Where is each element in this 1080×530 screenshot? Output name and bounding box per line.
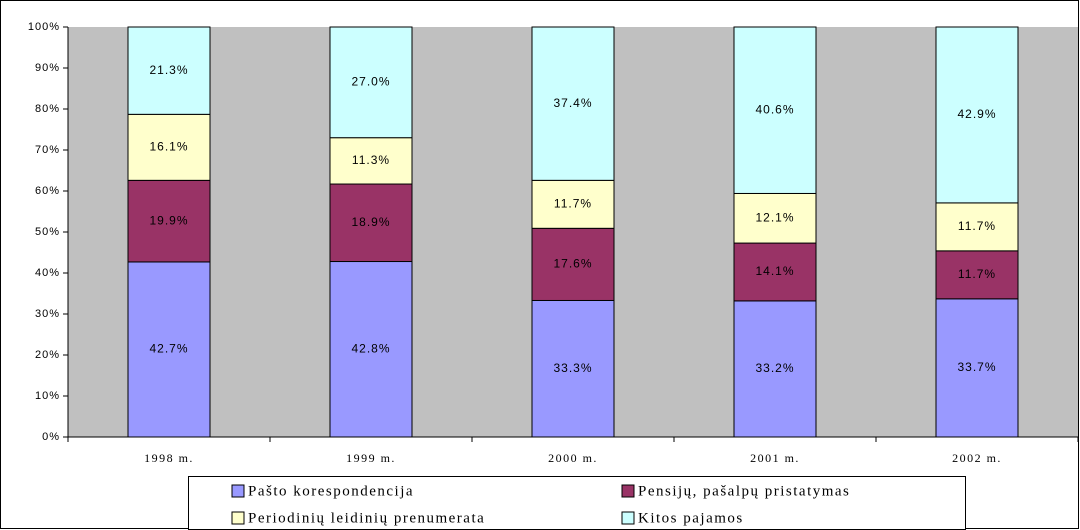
value-label: 16.1%: [149, 140, 188, 154]
x-tick-label: 2002 m.: [952, 451, 1002, 465]
bar-segment: [329, 26, 413, 139]
value-label: 11.7%: [958, 219, 996, 233]
y-tick-label: 60%: [35, 185, 60, 197]
legend-swatch: [231, 511, 245, 525]
legend-label: Periodinių leidinių prenumerata: [248, 510, 485, 526]
legend-swatch: [231, 484, 245, 498]
x-tick-label: 1999 m.: [346, 451, 396, 465]
y-tick-label: 0%: [42, 431, 60, 443]
bar-segment: [531, 26, 615, 181]
value-label: 11.3%: [352, 153, 390, 167]
bar-segment: [329, 261, 413, 438]
legend-swatch: [621, 484, 635, 498]
value-label: 12.1%: [755, 210, 794, 224]
x-tick-label: 2000 m.: [548, 451, 598, 465]
bar-segment: [935, 298, 1019, 438]
value-label: 33.7%: [957, 360, 996, 374]
y-tick-label: 50%: [35, 226, 60, 238]
bar-segment: [127, 261, 211, 438]
bar-segment: [935, 250, 1019, 300]
y-tick-label: 80%: [35, 103, 60, 115]
bar-segment: [531, 299, 615, 438]
value-label: 42.9%: [957, 107, 996, 121]
y-tick-label: 90%: [35, 62, 60, 74]
value-label: 17.6%: [553, 257, 592, 271]
value-label: 33.2%: [755, 361, 794, 375]
bar-segment: [531, 227, 615, 301]
value-label: 21.3%: [149, 63, 188, 77]
value-label: 27.0%: [351, 75, 390, 89]
value-label: 33.3%: [553, 361, 592, 375]
legend-swatch: [621, 511, 635, 525]
bar-segment: [935, 26, 1019, 204]
bar-segment: [127, 113, 211, 181]
legend-box: [188, 476, 966, 530]
bar-segment: [733, 300, 817, 438]
value-label: 40.6%: [755, 102, 794, 116]
value-label: 42.7%: [149, 342, 188, 356]
value-label: 11.7%: [554, 196, 592, 210]
x-tick-label: 2001 m.: [750, 451, 800, 465]
y-tick-label: 20%: [35, 349, 60, 361]
x-tick-label: 1998 m.: [144, 451, 194, 465]
y-tick-label: 30%: [35, 308, 60, 320]
bar-segment: [531, 179, 615, 229]
bar-segment: [329, 137, 413, 185]
value-label: 37.4%: [553, 96, 592, 110]
legend-label: Pensijų, pašalpų pristatymas: [638, 483, 850, 499]
value-label: 14.1%: [755, 264, 794, 278]
y-tick-label: 10%: [35, 390, 60, 402]
y-tick-label: 40%: [35, 267, 60, 279]
value-label: 42.8%: [351, 341, 390, 355]
value-label: 18.9%: [351, 215, 390, 229]
y-tick-label: 100%: [28, 21, 60, 33]
legend-label: Kitos pajamos: [638, 510, 744, 526]
bar-segment: [127, 26, 211, 115]
bar-segment: [935, 202, 1019, 252]
bar-segment: [733, 26, 817, 194]
bar-segment: [733, 242, 817, 302]
legend-label: Pašto korespondencija: [248, 483, 414, 499]
y-tick-label: 70%: [35, 144, 60, 156]
value-label: 19.9%: [149, 213, 188, 227]
bar-segment: [733, 192, 817, 244]
value-label: 11.7%: [958, 267, 996, 281]
